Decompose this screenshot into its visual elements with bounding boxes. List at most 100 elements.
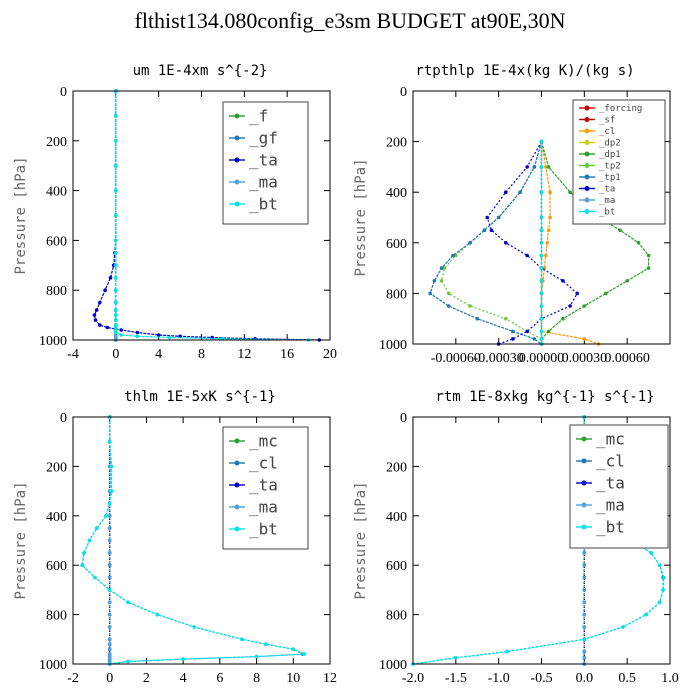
legend-marker	[234, 526, 240, 532]
legend-marker	[234, 201, 240, 207]
data-point	[582, 625, 587, 629]
x-tick-label: 0.00000	[519, 351, 565, 366]
data-point	[98, 323, 102, 327]
data-point	[525, 165, 529, 169]
y-tick-label: 0	[400, 85, 407, 100]
data-point	[119, 333, 123, 337]
x-tick-label: -4	[67, 347, 79, 362]
legend-marker	[234, 504, 240, 510]
legend: _f _gf _ta _ma _bt	[222, 101, 309, 225]
y-axis-label: Pressure [hPa]	[13, 481, 29, 599]
data-point	[114, 300, 118, 305]
data-point	[114, 313, 118, 317]
data-point	[539, 139, 544, 144]
data-point	[539, 266, 544, 270]
chart-panel-2: rtpthlp 1E-4x(kg K)/(kg s) Pressure [hPa]…	[353, 63, 671, 366]
data-point	[428, 291, 432, 296]
data-point	[621, 625, 625, 629]
data-point	[539, 165, 544, 169]
data-point	[544, 165, 548, 169]
data-point	[568, 304, 572, 308]
data-point	[439, 266, 444, 270]
legend-marker	[584, 117, 590, 122]
data-point	[582, 304, 587, 308]
data-point	[80, 563, 84, 567]
data-point	[107, 654, 112, 659]
legend-entry: _ma	[249, 173, 278, 192]
legend-entry: _forcing	[599, 104, 642, 114]
legend-entry: _f	[249, 107, 268, 126]
data-point	[107, 588, 112, 592]
legend-marker	[581, 502, 587, 508]
x-tick-label: 16	[280, 347, 294, 362]
data-point	[87, 538, 92, 543]
x-tick-label: 4	[155, 347, 162, 362]
data-point	[546, 228, 551, 232]
x-tick-label: 0	[106, 671, 113, 686]
y-tick-label: 1000	[39, 334, 67, 349]
y-tick-label: 400	[386, 510, 407, 525]
y-tick-label: 600	[386, 559, 407, 574]
legend-marker	[584, 128, 590, 134]
y-axis-label: Pressure [hPa]	[353, 481, 369, 599]
chart-panel-1: um 1E-4xm s^{-2}Pressure [hPa]0200400600…	[13, 63, 337, 362]
legend-entry: _tp1	[599, 173, 621, 183]
plot-frame	[412, 90, 671, 345]
x-tick-label: -2.0	[402, 671, 424, 686]
data-point	[539, 329, 544, 334]
y-tick-label: 400	[46, 185, 67, 200]
data-point	[604, 291, 608, 296]
data-point	[518, 190, 522, 194]
data-point	[532, 165, 537, 169]
data-point	[94, 308, 99, 312]
data-point	[561, 316, 565, 321]
data-point	[582, 563, 587, 567]
data-point	[451, 253, 455, 258]
y-tick-label: 400	[46, 510, 67, 525]
legend-entry: _cl	[596, 452, 625, 471]
data-point	[568, 190, 572, 194]
data-point	[644, 612, 648, 617]
legend-marker	[584, 163, 590, 168]
series-line-bt	[115, 91, 309, 341]
data-point	[254, 654, 259, 659]
data-point	[548, 215, 552, 220]
y-tick-label: 800	[386, 287, 407, 302]
legend: _forcing _sf_cl _dp2_dp1 _tp2_tp1 _ta_ma _bt	[572, 99, 666, 225]
data-point	[119, 328, 123, 332]
legend-entry: _ma	[249, 498, 278, 517]
legend-marker	[581, 524, 587, 530]
data-point	[107, 439, 112, 444]
data-point	[582, 337, 587, 341]
x-tick-label: 20	[323, 347, 337, 362]
data-point	[108, 276, 113, 280]
data-point	[504, 316, 508, 321]
legend-marker	[234, 135, 240, 141]
data-point	[532, 337, 537, 341]
x-tick-label: -2	[67, 671, 79, 686]
data-point	[93, 318, 98, 322]
data-point	[114, 276, 118, 280]
series-line-ta	[93, 91, 320, 341]
y-tick-label: 200	[46, 135, 67, 150]
x-tick-label: 2	[143, 671, 150, 686]
data-point	[539, 215, 544, 220]
data-point	[582, 588, 587, 592]
data-point	[618, 228, 622, 232]
y-tick-label: 1000	[379, 658, 407, 673]
legend-entry: _cl	[249, 454, 278, 473]
y-tick-label: 1000	[379, 338, 407, 353]
data-point	[546, 165, 551, 169]
data-point	[636, 241, 641, 245]
y-tick-label: 600	[46, 234, 67, 249]
data-point	[657, 600, 662, 605]
legend-marker	[584, 151, 590, 157]
y-tick-label: 800	[46, 284, 67, 299]
data-point	[109, 489, 114, 493]
data-point	[107, 647, 112, 651]
data-point	[114, 318, 118, 322]
x-tick-label: -0.00030	[474, 351, 524, 366]
data-point	[442, 266, 447, 270]
legend-entry: _dp2	[599, 139, 621, 149]
legend-entry: _ta	[599, 185, 615, 195]
